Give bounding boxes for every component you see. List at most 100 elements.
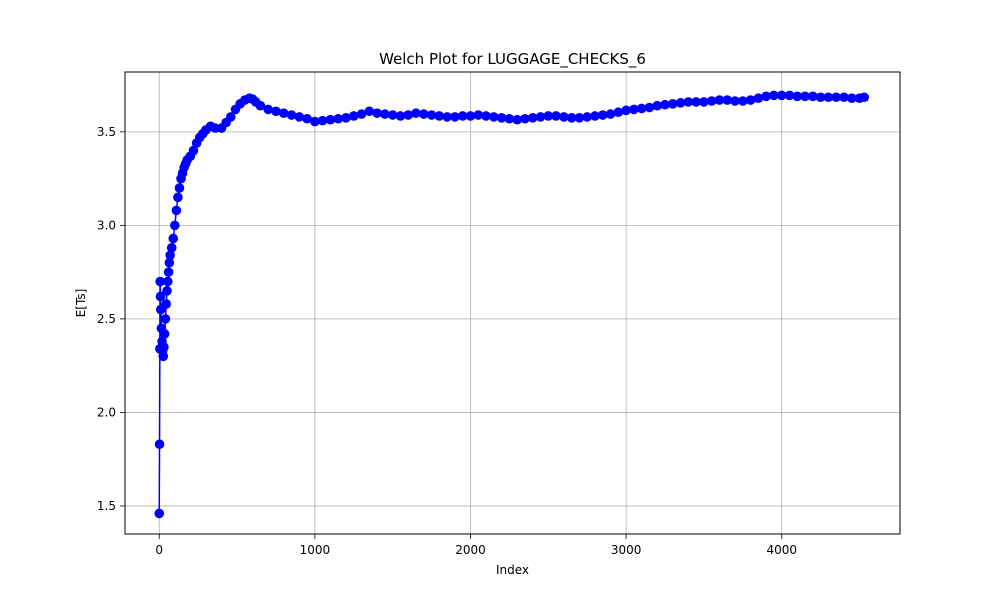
data-point xyxy=(496,113,507,123)
data-point xyxy=(450,112,460,122)
data-point xyxy=(535,112,546,122)
data-point xyxy=(170,220,180,231)
data-point xyxy=(380,109,390,119)
data-point xyxy=(333,113,344,124)
ticks: 0 1000 2000 3000 4000 1.5 2.0 2.5 3.0 3.5 xyxy=(97,125,797,557)
data-point xyxy=(434,111,445,121)
data-point xyxy=(753,93,764,103)
data-point xyxy=(155,276,165,287)
data-point xyxy=(613,107,624,118)
data-point xyxy=(325,114,336,125)
data-point xyxy=(364,106,375,117)
data-point xyxy=(815,92,826,103)
y-tick-label: 3.0 xyxy=(97,218,116,232)
data-point xyxy=(629,104,639,115)
data-point xyxy=(621,105,631,116)
data-point xyxy=(481,111,491,121)
data-point xyxy=(644,102,655,113)
data-point xyxy=(155,291,166,302)
data-point xyxy=(574,113,585,123)
x-tick-label: 2000 xyxy=(455,543,486,557)
data-point xyxy=(597,110,608,120)
data-point xyxy=(163,276,173,287)
data-point xyxy=(159,342,169,352)
y-tick-label: 1.5 xyxy=(97,499,116,513)
data-point xyxy=(165,250,175,261)
data-point xyxy=(395,111,406,121)
data-point xyxy=(730,96,740,106)
data-point xyxy=(839,92,849,103)
data-point xyxy=(738,96,748,106)
data-point xyxy=(173,192,183,203)
data-point xyxy=(457,111,468,121)
data-point xyxy=(161,299,172,309)
data-point xyxy=(255,100,266,111)
data-point xyxy=(162,286,172,296)
data-point xyxy=(512,114,522,125)
data-point xyxy=(302,113,312,124)
chart-title: Welch Plot for LUGGAGE_CHECKS_6 xyxy=(379,50,646,69)
data-point xyxy=(590,111,600,121)
data-point xyxy=(605,109,616,119)
data-point xyxy=(163,267,174,277)
data-point xyxy=(745,95,756,105)
data-point xyxy=(168,233,179,244)
data-point xyxy=(667,99,678,109)
data-point xyxy=(372,108,382,118)
data-point xyxy=(426,110,437,120)
data-point xyxy=(551,111,561,121)
data-point xyxy=(823,92,834,103)
data-point xyxy=(348,111,359,121)
data-point xyxy=(171,205,182,216)
data-point xyxy=(784,90,795,101)
data-point xyxy=(559,112,569,122)
data-point xyxy=(473,110,484,120)
data-point xyxy=(387,110,398,120)
data-point xyxy=(808,91,818,102)
data-point xyxy=(174,183,185,193)
data-point xyxy=(636,103,647,114)
data-point xyxy=(166,243,177,253)
data-point xyxy=(271,106,281,117)
data-point xyxy=(831,92,841,103)
data-point xyxy=(158,351,169,362)
data-point xyxy=(714,95,725,105)
data-point xyxy=(846,93,857,103)
data-point xyxy=(286,110,297,120)
data-point xyxy=(164,257,175,268)
data-point xyxy=(761,91,771,102)
data-point xyxy=(356,109,367,119)
data-point xyxy=(160,314,171,324)
data-point xyxy=(442,112,452,122)
x-tick-label: 3000 xyxy=(611,543,642,557)
data-point xyxy=(652,100,663,111)
data-point xyxy=(706,96,717,106)
data-point xyxy=(566,113,577,123)
data-point xyxy=(582,112,592,122)
data-point xyxy=(504,113,515,124)
data-point xyxy=(699,97,709,107)
data-point xyxy=(263,104,273,115)
data-point xyxy=(403,110,414,120)
data-point xyxy=(543,111,554,121)
data-point xyxy=(800,91,810,102)
data-point xyxy=(226,112,236,122)
data-point xyxy=(411,108,421,118)
data-point xyxy=(792,91,803,102)
data-point xyxy=(776,90,787,101)
x-tick-label: 4000 xyxy=(766,543,797,557)
data-point xyxy=(683,97,694,107)
series-layer xyxy=(154,90,870,519)
data-point xyxy=(341,113,351,123)
data-point xyxy=(489,112,499,122)
data-point xyxy=(465,111,476,121)
y-tick-label: 2.0 xyxy=(97,405,116,419)
data-point xyxy=(310,116,320,127)
data-point xyxy=(154,439,165,450)
data-point xyxy=(675,98,686,108)
data-point xyxy=(278,108,289,118)
y-axis-label: E[Ts] xyxy=(74,289,88,318)
data-point xyxy=(294,112,305,122)
